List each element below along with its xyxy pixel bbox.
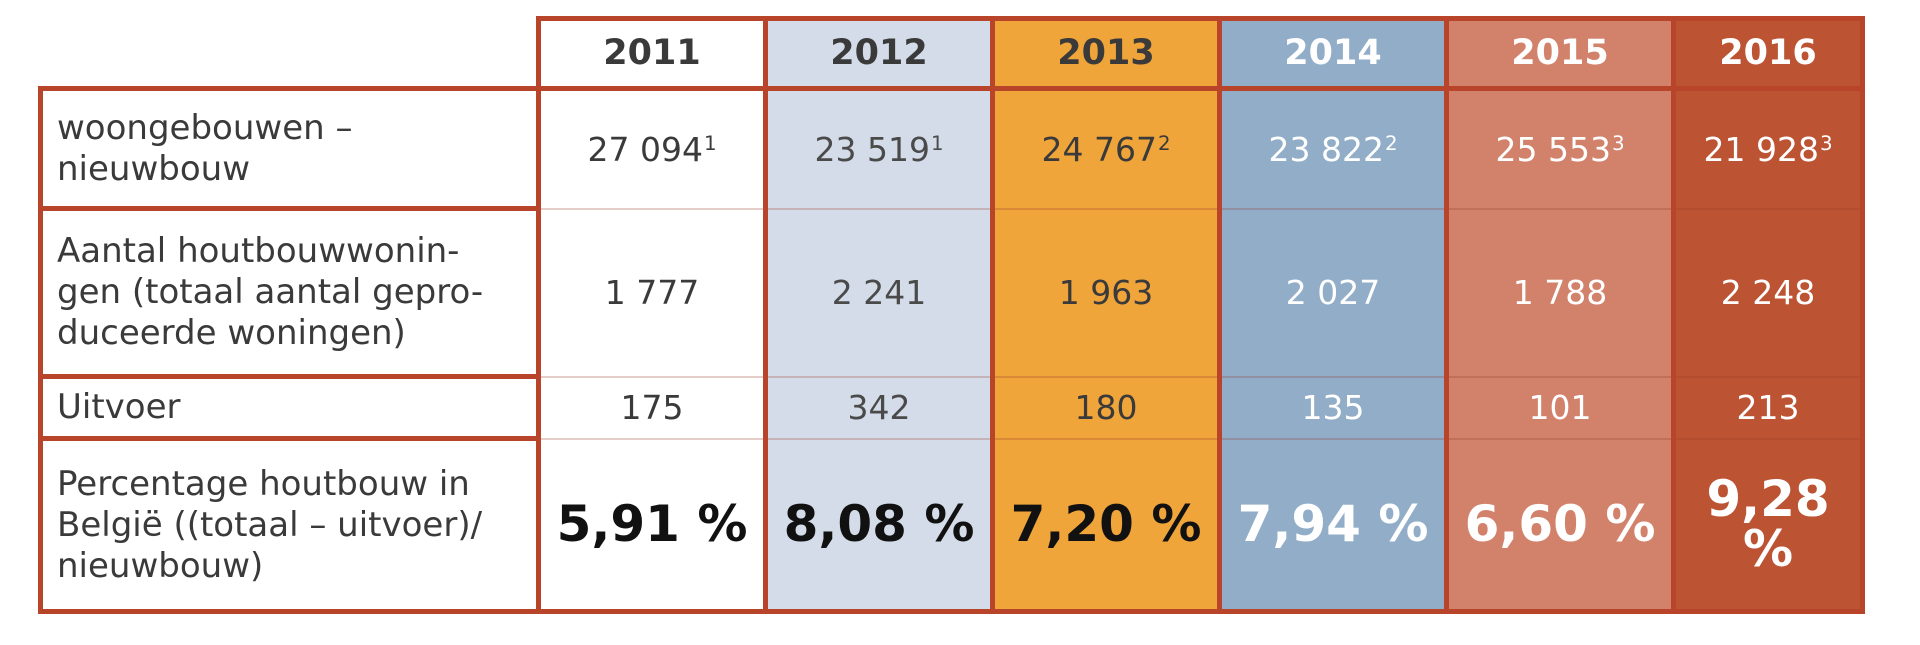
cell-export-2011: 175	[536, 375, 768, 440]
header-row: 2011 2012 2013 2014 2015 2016	[41, 16, 1865, 91]
cell-timber-homes-2015: 1 788	[1444, 207, 1676, 378]
footnote-marker: 1	[703, 131, 717, 155]
row-label-export: Uitvoer	[38, 374, 541, 441]
row-label-line: nieuwbouw	[57, 148, 251, 189]
cell-timber-homes-2016: 2 248	[1671, 207, 1865, 378]
cell-value: 27 094	[587, 129, 703, 169]
year-header-2016: 2016	[1671, 16, 1865, 91]
table-row-new-buildings: woongebouwen – nieuwbouw 27 0941 23 5191…	[38, 86, 1865, 211]
row-label-percentage: Percentage houtbouw in België ((totaal –…	[38, 436, 541, 614]
footnote-marker: 3	[1819, 131, 1833, 155]
row-label-new-buildings: woongebouwen – nieuwbouw	[38, 86, 541, 211]
row-label-timber-homes: Aantal houtbouwwonin- gen (totaal aantal…	[38, 206, 541, 379]
table-row-timber-homes: Aantal houtbouwwonin- gen (totaal aantal…	[38, 206, 1865, 379]
row-label-line: Aantal houtbouwwonin-	[57, 231, 460, 271]
cell-export-2016: 213	[1671, 375, 1865, 440]
cell-percentage-2013: 7,20 %	[990, 437, 1222, 614]
cell-value: 23 519	[814, 129, 930, 169]
cell-new-buildings-2016: 21 9283	[1671, 86, 1865, 210]
cell-export-2015: 101	[1444, 375, 1676, 440]
footnote-marker: 2	[1157, 131, 1171, 155]
cell-new-buildings-2015: 25 5533	[1444, 86, 1676, 210]
row-label-line: duceerde woningen)	[57, 313, 406, 353]
cell-value: 23 822	[1268, 129, 1384, 169]
year-header-2013: 2013	[990, 16, 1222, 91]
cell-percentage-2012: 8,08 %	[763, 437, 995, 614]
cell-export-2014: 135	[1217, 375, 1449, 440]
footnote-marker: 2	[1384, 131, 1398, 155]
cell-new-buildings-2012: 23 5191	[763, 86, 995, 210]
table-row-export: Uitvoer 175 342 180 135 101 213	[38, 374, 1865, 441]
cell-percentage-2011: 5,91 %	[536, 437, 768, 614]
cell-timber-homes-2014: 2 027	[1217, 207, 1449, 378]
row-label-line: Uitvoer	[57, 387, 181, 427]
row-label-line: Percentage houtbouw in	[57, 463, 470, 504]
row-label-line: gen (totaal aantal gepro-	[57, 272, 484, 312]
year-header-2014: 2014	[1217, 16, 1449, 91]
year-header-2011: 2011	[536, 16, 768, 91]
cell-new-buildings-2013: 24 7672	[990, 86, 1222, 210]
year-header-2012: 2012	[763, 16, 995, 91]
cell-new-buildings-2014: 23 8222	[1217, 86, 1449, 210]
row-label-line: nieuwbouw)	[57, 545, 264, 586]
cell-percentage-2016: 9,28 %	[1671, 437, 1865, 614]
cell-timber-homes-2012: 2 241	[763, 207, 995, 378]
cell-timber-homes-2011: 1 777	[536, 207, 768, 378]
table-row-percentage: Percentage houtbouw in België ((totaal –…	[38, 436, 1865, 614]
year-header-2015: 2015	[1444, 16, 1676, 91]
cell-value: 25 553	[1495, 129, 1611, 169]
corner-cell	[41, 19, 539, 89]
footnote-marker: 1	[930, 131, 944, 155]
cell-export-2012: 342	[763, 375, 995, 440]
cell-timber-homes-2013: 1 963	[990, 207, 1222, 378]
cell-export-2013: 180	[990, 375, 1222, 440]
row-label-line: België ((totaal – uitvoer)/	[57, 504, 483, 545]
cell-percentage-2015: 6,60 %	[1444, 437, 1676, 614]
footnote-marker: 3	[1611, 131, 1625, 155]
cell-value: 24 767	[1041, 129, 1157, 169]
cell-value: 21 928	[1703, 129, 1819, 169]
row-label-line: woongebouwen –	[57, 107, 353, 148]
cell-percentage-2014: 7,94 %	[1217, 437, 1449, 614]
cell-new-buildings-2011: 27 0941	[536, 86, 768, 210]
housing-stats-table: 2011 2012 2013 2014 2015 2016 woongebouw…	[38, 16, 1865, 614]
